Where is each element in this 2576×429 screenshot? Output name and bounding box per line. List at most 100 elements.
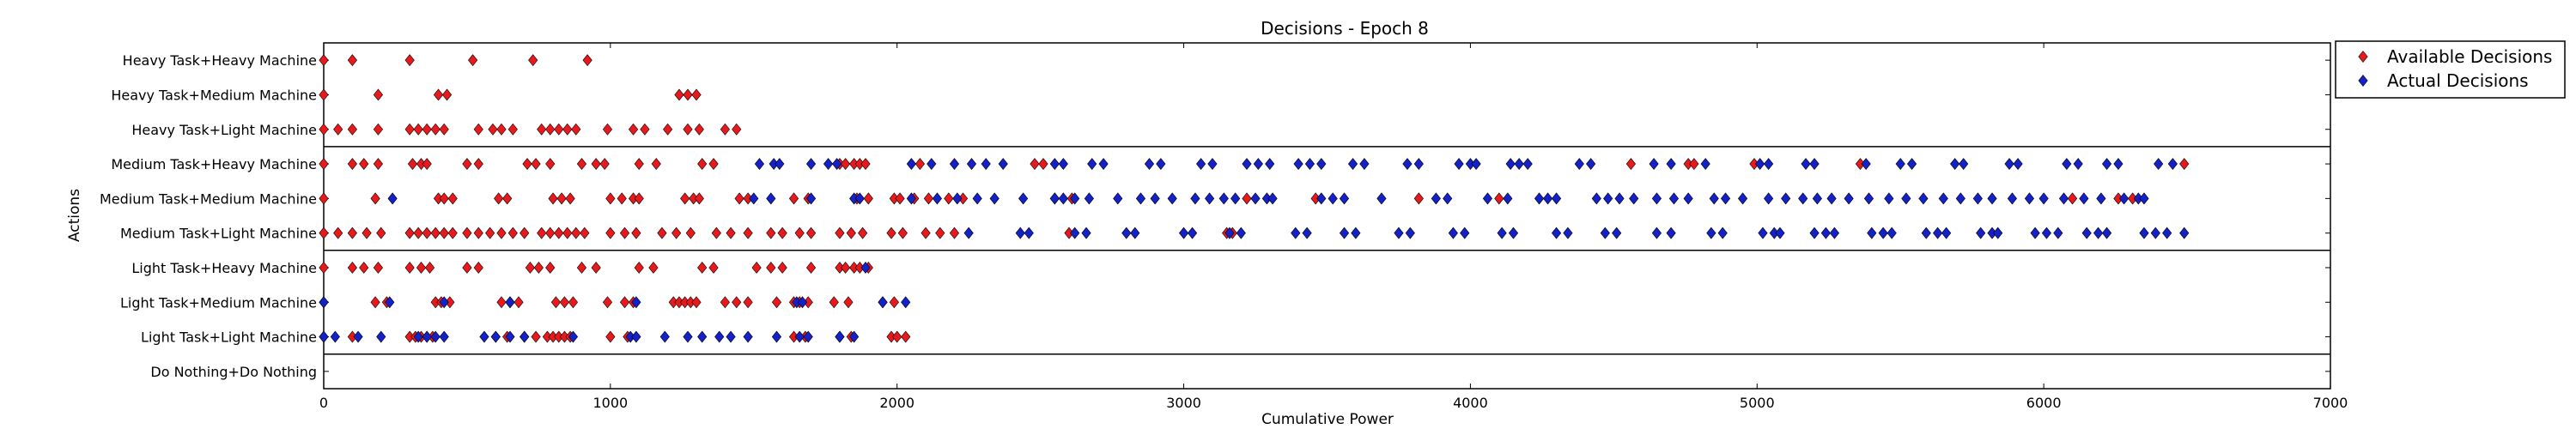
data-point-actual-decisions — [1304, 158, 1315, 171]
data-point-actual-decisions — [2154, 158, 2164, 171]
x-tick-label: 2000 — [879, 395, 914, 411]
data-point-actual-decisions — [797, 296, 808, 309]
x-tick-label: 4000 — [1453, 395, 1488, 411]
data-point-available-decisions — [494, 192, 504, 205]
data-point-actual-decisions — [1668, 192, 1680, 205]
y-tick-label-heavy-task-medium-machine: Heavy Task+Medium Machine — [111, 87, 317, 103]
data-point-actual-decisions — [1402, 158, 1413, 171]
data-point-actual-decisions — [1236, 227, 1246, 239]
data-point-actual-decisions — [1812, 192, 1822, 205]
data-point-available-decisions — [743, 227, 753, 239]
data-point-available-decisions — [556, 192, 567, 205]
data-point-available-decisions — [628, 123, 639, 136]
y-axis-title: Actions — [66, 189, 83, 242]
data-point-available-decisions — [671, 227, 682, 239]
data-point-actual-decisions — [1603, 192, 1613, 205]
y-tick-label-do-nothing-do-nothing: Do Nothing+Do Nothing — [150, 364, 317, 380]
data-point-available-decisions — [430, 123, 440, 136]
data-point-actual-decisions — [854, 192, 865, 205]
data-point-actual-decisions — [981, 158, 991, 171]
data-point-available-decisions — [347, 261, 357, 274]
data-point-actual-decisions — [430, 330, 440, 343]
data-point-available-decisions — [602, 296, 613, 309]
data-point-actual-decisions — [1867, 227, 1877, 239]
series-actual-decisions — [319, 158, 2190, 343]
data-point-available-decisions — [683, 123, 693, 136]
data-point-available-decisions — [439, 227, 449, 239]
data-point-available-decisions — [413, 123, 423, 136]
data-point-available-decisions — [468, 54, 478, 67]
data-point-actual-decisions — [1955, 192, 1965, 205]
data-point-actual-decisions — [1863, 192, 1874, 205]
data-point-available-decisions — [766, 227, 776, 239]
data-point-actual-decisions — [1471, 158, 1481, 171]
legend: Available Decisions Actual Decisions — [2335, 40, 2566, 99]
data-point-actual-decisions — [2167, 158, 2178, 171]
data-point-available-decisions — [554, 123, 564, 136]
data-point-available-decisions — [416, 261, 427, 274]
data-point-actual-decisions — [1265, 158, 1275, 171]
data-point-available-decisions — [889, 296, 899, 309]
data-point-actual-decisions — [2053, 227, 2063, 239]
data-point-actual-decisions — [1293, 158, 1303, 171]
data-point-actual-decisions — [1781, 192, 1791, 205]
data-point-actual-decisions — [1482, 192, 1493, 205]
data-point-actual-decisions — [1087, 158, 1097, 171]
data-point-actual-decisions — [1901, 192, 1911, 205]
data-point-available-decisions — [892, 330, 902, 343]
data-point-actual-decisions — [1829, 227, 1840, 239]
data-point-actual-decisions — [1178, 227, 1189, 239]
data-point-available-decisions — [430, 227, 440, 239]
data-point-available-decisions — [373, 261, 384, 274]
data-point-actual-decisions — [1454, 158, 1464, 171]
data-point-actual-decisions — [1188, 227, 1198, 239]
y-tick-label-light-task-heavy-machine: Light Task+Heavy Machine — [131, 260, 317, 276]
data-point-actual-decisions — [1405, 227, 1415, 239]
data-point-available-decisions — [562, 123, 573, 136]
data-point-actual-decisions — [1394, 227, 1404, 239]
data-point-available-decisions — [674, 88, 684, 101]
data-point-available-decisions — [580, 227, 590, 239]
data-point-actual-decisions — [1015, 227, 1025, 239]
data-point-available-decisions — [734, 192, 744, 205]
data-point-available-decisions — [319, 261, 329, 274]
data-point-actual-decisions — [1938, 192, 1948, 205]
data-point-available-decisions — [720, 123, 730, 136]
data-point-actual-decisions — [849, 330, 860, 343]
data-point-actual-decisions — [2079, 192, 2089, 205]
data-point-actual-decisions — [1591, 192, 1601, 205]
data-point-available-decisions — [685, 227, 696, 239]
data-point-actual-decisions — [505, 296, 515, 309]
data-point-available-decisions — [548, 192, 558, 205]
data-point-actual-decisions — [1058, 158, 1068, 171]
data-point-available-decisions — [743, 296, 753, 309]
data-point-available-decisions — [488, 123, 498, 136]
data-point-actual-decisions — [1614, 192, 1625, 205]
data-point-available-decisions — [944, 192, 954, 205]
data-point-available-decisions — [788, 192, 799, 205]
data-point-actual-decisions — [439, 296, 449, 309]
data-point-available-decisions — [496, 227, 507, 239]
data-point-actual-decisions — [1503, 192, 1513, 205]
data-point-actual-decisions — [2119, 192, 2129, 205]
data-point-available-decisions — [805, 227, 817, 239]
data-point-actual-decisions — [1709, 192, 1719, 205]
data-point-actual-decisions — [319, 296, 329, 309]
data-point-actual-decisions — [413, 330, 423, 343]
data-point-actual-decisions — [659, 330, 670, 343]
data-point-available-decisions — [319, 88, 329, 101]
data-point-available-decisions — [370, 192, 380, 205]
data-point-available-decisions — [531, 158, 541, 171]
data-point-actual-decisions — [1683, 192, 1693, 205]
data-point-actual-decisions — [1302, 227, 1312, 239]
data-point-actual-decisions — [1798, 192, 1808, 205]
y-tick-label-light-task-medium-machine: Light Task+Medium Machine — [120, 294, 317, 311]
data-point-available-decisions — [422, 158, 432, 171]
data-point-available-decisions — [347, 158, 357, 171]
data-point-actual-decisions — [906, 192, 916, 205]
data-point-actual-decisions — [2081, 227, 2092, 239]
data-point-actual-decisions — [1809, 158, 1820, 171]
data-point-available-decisions — [2067, 192, 2078, 205]
data-point-actual-decisions — [1878, 227, 1888, 239]
data-point-available-decisions — [1413, 192, 1424, 205]
